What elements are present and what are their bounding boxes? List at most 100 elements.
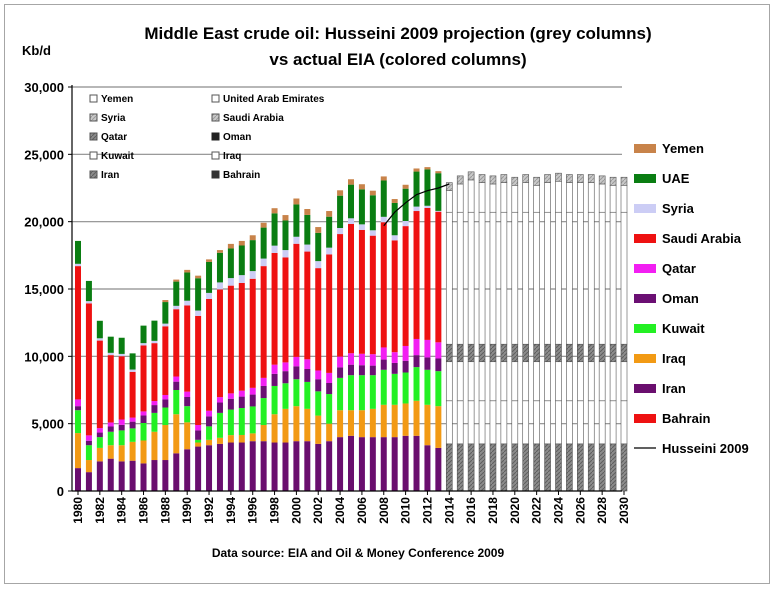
bar-saudi-arabia-2005 [348,223,354,354]
projection-segment-2028 [598,361,606,402]
bar-kuwait-1996 [249,406,256,434]
inner-legend-label: Syria [101,113,126,124]
projection-segment-2015 [456,361,464,402]
bar-yemen-1996 [249,235,256,241]
projection-segment-2019 [500,211,508,345]
projection-segment-2019 [500,443,508,492]
legend-label-bahrain: Bahrain [662,411,710,426]
bar-oman-1993 [216,402,223,413]
projection-segment-2021 [522,182,530,213]
bar-iran-1994 [227,442,234,491]
y-tick-label: 10,000 [24,349,64,364]
bar-kuwait-1980 [75,410,81,434]
bar-iran-1981 [85,472,92,491]
projection-segment-2016 [467,171,475,181]
bar-kuwait-1989 [173,390,180,415]
bar-qatar-1984 [118,419,125,425]
bar-saudi-arabia-2002 [315,268,322,371]
projection-segment-2025 [566,211,573,345]
bar-yemen-2002 [315,227,322,233]
bar-syria-2001 [304,244,311,252]
projection-segment-2029 [609,211,617,345]
projection-segment-2021 [522,400,530,445]
bar-yemen-1989 [173,279,180,282]
bar-uae-1994 [227,248,234,279]
bar-iraq-2008 [380,404,387,438]
projection-segment-2024 [555,180,562,213]
x-tick-label: 1986 [137,497,151,524]
bar-saudi-arabia-1988 [162,326,169,395]
bar-qatar-1998 [271,364,278,374]
inner-legend-label: United Arab Emirates [223,94,325,105]
bar-iraq-2006 [358,410,365,438]
bar-iraq-1980 [75,433,81,469]
bar-qatar-1995 [238,390,245,397]
bar-kuwait-1995 [238,408,245,435]
bar-iraq-1982 [96,447,103,462]
bar-kuwait-1992 [206,426,213,440]
chart-title-line1: Middle East crude oil: Husseini 2009 pro… [144,24,651,43]
projection-segment-2025 [566,174,573,183]
bar-iran-2006 [358,437,365,491]
bar-saudi-arabia-2007 [369,235,376,355]
projection-segment-2014 [445,443,453,492]
bar-oman-2002 [315,379,322,392]
bar-qatar-2009 [391,352,398,363]
legend-swatch-iraq [634,354,656,363]
bar-iraq-1988 [162,425,169,461]
x-tick-label: 1998 [268,497,282,524]
projection-segment-2023 [544,211,551,345]
bar-iran-1982 [96,461,103,491]
bar-uae-1984 [118,337,125,354]
legend-swatch-qatar [634,264,656,273]
projection-segment-2014 [445,182,453,191]
x-tick-label: 1988 [158,497,172,524]
y-tick-label: 15,000 [24,282,64,297]
bar-yemen-1997 [260,222,267,228]
bar-qatar-2001 [304,359,311,369]
bar-kuwait-2013 [435,371,442,407]
projection-segment-2019 [500,182,508,213]
bar-yemen-2013 [435,171,442,174]
bar-qatar-2012 [424,339,431,358]
x-tick-label: 2014 [442,497,456,524]
bar-kuwait-1982 [96,437,103,448]
bar-uae-1997 [260,227,267,259]
bar-iraq-1992 [206,439,213,446]
bar-iraq-1989 [173,414,180,454]
bar-oman-2006 [358,365,365,376]
bar-yemen-1995 [238,240,245,246]
projection-segment-2022 [533,211,540,345]
x-tick-label: 2012 [420,497,434,524]
bar-uae-2008 [380,180,387,217]
bar-syria-2002 [315,261,322,269]
bar-oman-2007 [369,365,376,376]
bar-uae-2011 [413,171,420,207]
projection-segment-2023 [544,361,551,402]
bar-iran-2004 [337,437,344,491]
bar-iran-1991 [195,446,202,491]
bar-iran-1992 [206,445,213,491]
projection-segment-2018 [489,183,497,213]
bar-iraq-1986 [140,440,147,464]
bar-qatar-1985 [129,417,136,422]
bar-syria-1999 [282,250,289,258]
inner-legend-label: Kuwait [101,151,134,162]
y-tick-label: 0 [57,484,64,499]
bar-kuwait-2006 [358,375,365,411]
projection-segment-2021 [522,211,530,345]
bar-yemen-2009 [391,199,398,203]
projection-segment-2027 [587,343,595,363]
x-tick-label: 2020 [508,497,522,524]
bar-qatar-2008 [380,347,387,360]
bar-yemen-2008 [380,176,387,181]
projection-segment-2018 [489,343,497,363]
projection-segment-2026 [577,443,584,492]
bar-iraq-2004 [337,410,344,438]
projection-segment-2022 [533,176,540,186]
projection-segment-2019 [500,343,508,363]
bar-kuwait-2002 [315,391,322,416]
chart-frame [4,4,770,584]
bar-kuwait-2007 [369,375,376,409]
bar-oman-1986 [140,415,147,423]
